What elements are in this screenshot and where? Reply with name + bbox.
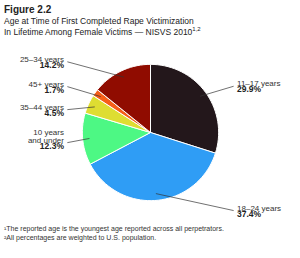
svg-text:14.2%: 14.2% — [40, 60, 65, 70]
svg-text:29.9%: 29.9% — [237, 84, 262, 94]
svg-text:1.7%: 1.7% — [45, 85, 65, 95]
svg-text:37.4%: 37.4% — [237, 209, 262, 219]
svg-text:4.5%: 4.5% — [45, 108, 65, 118]
svg-text:12.3%: 12.3% — [40, 141, 65, 151]
